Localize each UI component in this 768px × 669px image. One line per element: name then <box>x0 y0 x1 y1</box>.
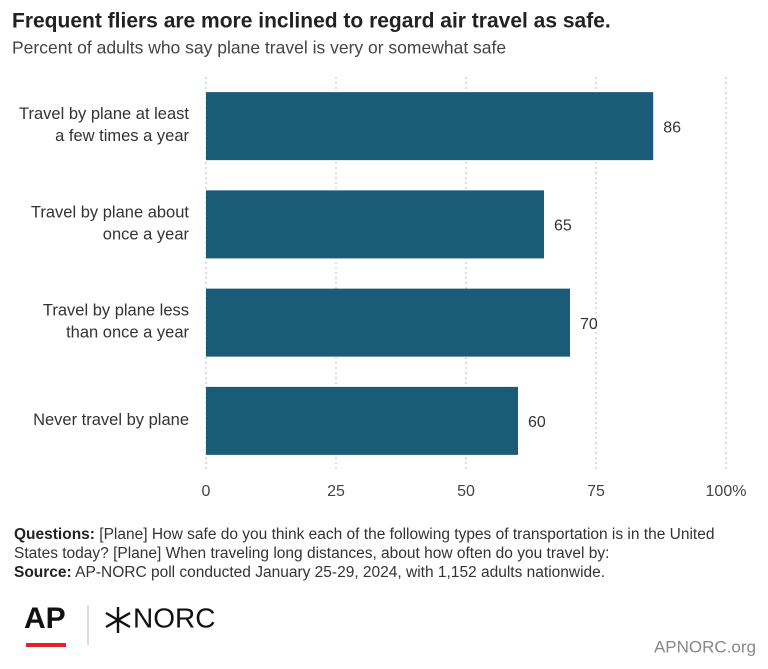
note-text: [Plane] How safe do you think each of th… <box>14 526 715 562</box>
logo-ap: AP <box>24 602 66 635</box>
y-tick-label: Travel by plane about once a year <box>31 204 190 244</box>
data-label: 70 <box>580 316 598 333</box>
bar <box>206 288 570 357</box>
site-link: APNORC.org <box>654 637 756 656</box>
logo-norc: NORC <box>133 602 215 633</box>
data-label: 86 <box>663 119 681 136</box>
note: Questions: [Plane] How safe do you think… <box>14 525 759 563</box>
logo-underline <box>26 643 66 647</box>
notes: Questions: [Plane] How safe do you think… <box>14 525 759 582</box>
x-tick-label: 75 <box>587 483 605 500</box>
y-tick-label: Never travel by plane <box>33 411 189 429</box>
chart-title: Frequent fliers are more inclined to reg… <box>12 10 611 33</box>
bar <box>206 190 544 259</box>
logo-star <box>105 607 131 633</box>
chart-subtitle: Percent of adults who say plane travel i… <box>12 38 506 58</box>
bar <box>206 92 654 161</box>
x-tick-label: 100% <box>706 483 747 500</box>
note-text: AP-NORC poll conducted January 25-29, 20… <box>75 564 606 581</box>
y-tick-label: Travel by plane less than once a year <box>43 302 190 342</box>
y-tick-label: Travel by plane at least a few times a ye… <box>19 105 189 145</box>
x-tick-label: 0 <box>202 483 211 500</box>
note-label: Questions: <box>14 526 95 543</box>
note-label: Source: <box>14 564 72 581</box>
note: Source: AP-NORC poll conducted January 2… <box>14 563 759 582</box>
data-label: 60 <box>528 414 546 431</box>
data-label: 65 <box>554 218 572 235</box>
bar <box>206 386 518 455</box>
x-tick-label: 50 <box>457 483 475 500</box>
x-tick-label: 25 <box>327 483 345 500</box>
